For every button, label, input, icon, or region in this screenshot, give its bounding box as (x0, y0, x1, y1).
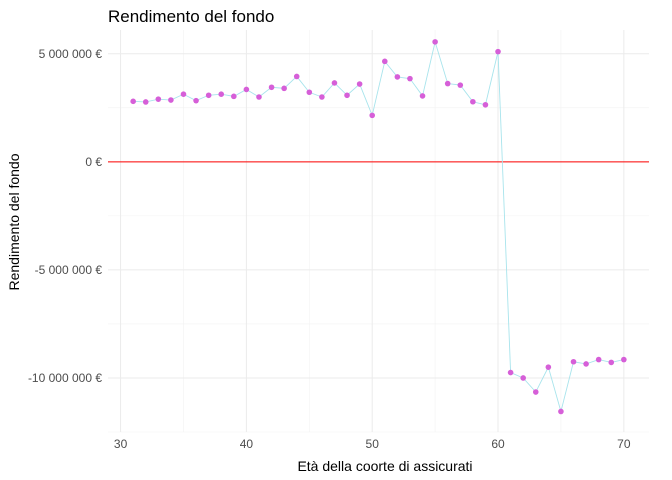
series-line (133, 40, 624, 414)
data-point (231, 93, 237, 100)
x-axis-title: Età della coorte di assicurati (297, 458, 472, 474)
data-point (243, 86, 250, 93)
x-tick-label: 70 (617, 437, 631, 451)
data-point (331, 80, 338, 86)
data-point (570, 358, 577, 365)
data-point (369, 112, 376, 119)
data-point (281, 85, 287, 92)
data-point (218, 91, 225, 97)
data-point (595, 356, 602, 363)
data-point (205, 92, 212, 99)
chart-title: Rendimento del fondo (108, 7, 274, 26)
data-point (432, 39, 438, 45)
data-point (482, 101, 489, 108)
x-tick-label: 40 (240, 437, 254, 451)
x-axis-tick-labels: 30 40 50 60 70 (114, 437, 631, 451)
data-point (507, 369, 514, 376)
data-point (495, 48, 501, 55)
data-point (306, 89, 313, 96)
data-point (394, 74, 401, 80)
x-tick-label: 30 (114, 437, 128, 451)
data-point (381, 58, 388, 65)
data-point (319, 94, 325, 100)
data-point (155, 96, 162, 102)
data-point (407, 75, 413, 82)
y-tick-label: 0 € (85, 155, 102, 169)
data-point (130, 98, 136, 105)
data-point (268, 84, 275, 91)
data-point (457, 82, 464, 88)
data-point (621, 356, 627, 363)
data-point (583, 361, 589, 367)
series-line-group (133, 40, 624, 414)
data-point (168, 97, 174, 103)
x-tick-label: 50 (366, 437, 380, 451)
data-point (193, 97, 199, 104)
data-point (520, 375, 526, 381)
data-point (419, 93, 426, 99)
y-tick-label: -10 000 000 € (28, 371, 102, 385)
y-tick-label: -5 000 000 € (35, 263, 103, 277)
data-point (608, 359, 615, 366)
data-point (356, 81, 363, 87)
y-tick-label: 5 000 000 € (39, 47, 103, 61)
data-point (470, 98, 476, 105)
minor-gridlines (108, 30, 649, 433)
series-points-group (130, 39, 627, 415)
data-point (444, 80, 451, 87)
data-point (293, 73, 300, 80)
major-gridlines (108, 30, 649, 432)
data-point (180, 91, 187, 97)
data-point (142, 99, 149, 105)
x-tick-label: 60 (491, 437, 505, 451)
data-point (532, 389, 539, 395)
y-axis-tick-labels: -10 000 000 € -5 000 000 € 0 € 5 000 000 € (28, 47, 102, 385)
data-point (344, 92, 350, 99)
data-point (545, 364, 552, 370)
data-point (558, 408, 564, 415)
data-point (256, 94, 262, 100)
y-axis-title: Rendimento del fondo (6, 153, 22, 290)
